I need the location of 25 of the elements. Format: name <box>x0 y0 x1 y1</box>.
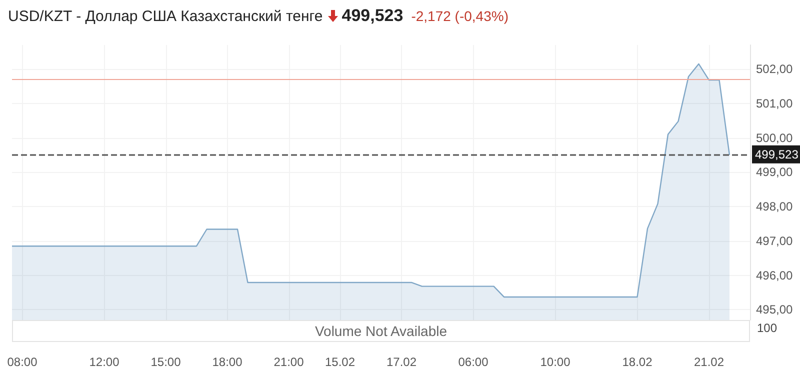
x-tick-label: 08:00 <box>7 355 38 369</box>
text: 499,523 <box>342 6 404 26</box>
y-tick-label: 499,00 <box>756 165 794 180</box>
y-tick-label: 496,00 <box>756 268 794 282</box>
chart-title: USD/KZT - Доллар США Казахстанский тенге <box>8 8 323 24</box>
text: 100 <box>757 321 778 335</box>
x-tick-label: 06:00 <box>458 355 489 369</box>
x-tick-label: 15.02 <box>324 355 356 369</box>
y-tick-label: 497,00 <box>756 234 794 248</box>
x-tick-label: 21.02 <box>694 355 724 369</box>
x-tick-label: 12:00 <box>89 355 120 369</box>
text: -2,172 (-0,43%) <box>411 8 508 24</box>
x-tick-label: 18.02 <box>622 355 653 369</box>
ref-line-label: 499,523 <box>755 147 799 162</box>
x-tick-label: 18:00 <box>212 355 243 369</box>
x-tick-label: 17.02 <box>386 355 417 369</box>
y-tick-label: 501,00 <box>756 96 794 110</box>
y-tick-label: 502,00 <box>756 62 794 76</box>
x-tick-label: 21:00 <box>274 355 304 369</box>
y-tick-label: 500,00 <box>756 130 794 145</box>
y-tick-label: 495,00 <box>756 302 794 317</box>
x-tick-label: 15:00 <box>150 355 182 369</box>
y-tick-label: 498,00 <box>756 200 794 214</box>
text: Volume Not Available <box>12 320 750 342</box>
x-tick-label: 10:00 <box>540 355 571 369</box>
